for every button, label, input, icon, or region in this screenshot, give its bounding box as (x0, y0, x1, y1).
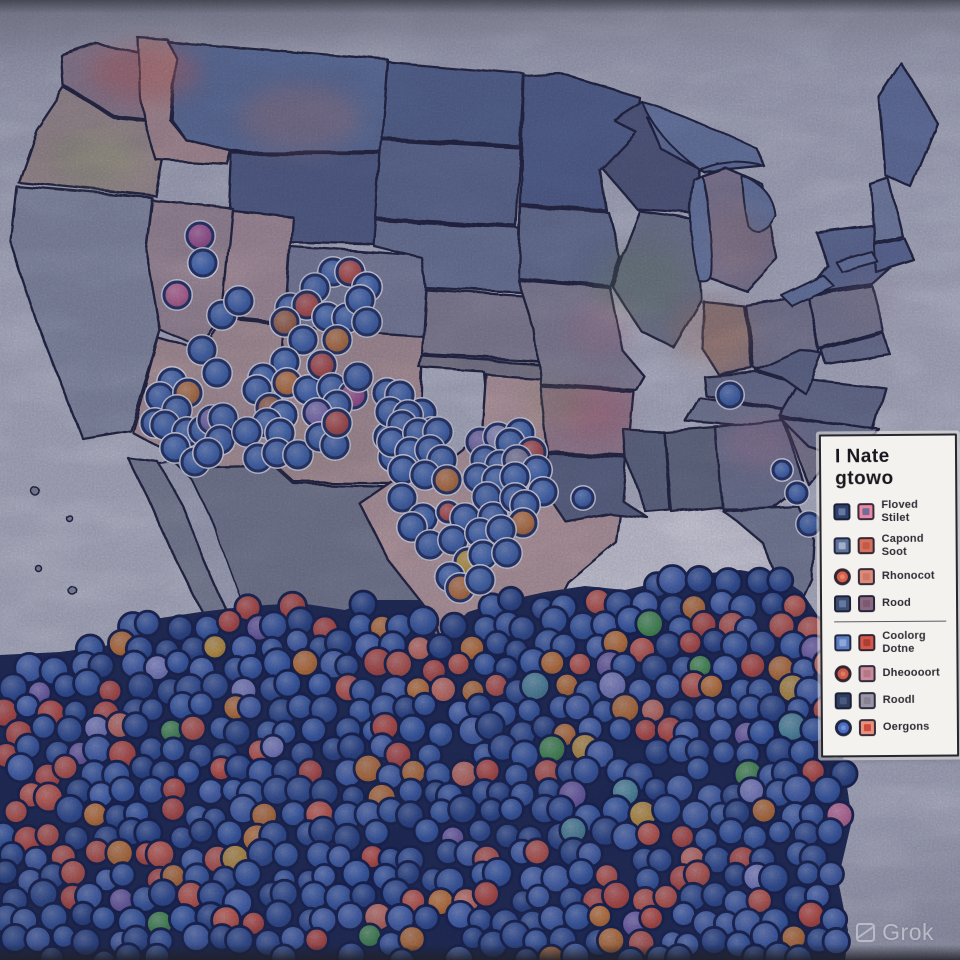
legend-swatch-right-icon (857, 503, 875, 521)
legend-item-label: Rood (882, 596, 911, 609)
legend-item: Oergons (834, 717, 951, 737)
legend-swatch-right-icon (857, 537, 875, 555)
legend-title: I Nate gtowo (834, 445, 894, 490)
legend-swatch-right-icon (858, 718, 876, 737)
legend-swatch-left-icon (834, 692, 852, 710)
legend-item-label: Dheoooort (882, 666, 940, 679)
legend-swatch-right-icon (858, 691, 876, 710)
legend-item: Rhonocot (833, 566, 950, 586)
legend-item-label: Floved Stilet (881, 498, 919, 525)
legend-swatch-left-icon (833, 568, 851, 586)
legend-swatch-left-icon (833, 503, 851, 521)
legend-item-label: Capond Soot (881, 532, 924, 558)
legend-swatch-left-icon (833, 595, 852, 613)
legend-item: Coolorg Dotne (834, 629, 950, 656)
legend-item: Capond Soot (833, 532, 950, 560)
legend-item: Roodl (834, 690, 951, 710)
legend-swatch-right-icon (858, 634, 876, 652)
legend-item: Dheoooort (834, 663, 950, 683)
legend-swatch-left-icon (834, 634, 852, 652)
legend-item-label: Roodl (882, 693, 915, 706)
legend-swatch-left-icon (834, 719, 852, 737)
legend-item-label: Rhonocot (881, 569, 935, 582)
legend-swatch-right-icon (857, 567, 875, 586)
legend-divider (834, 620, 947, 623)
legend-item-label: Oergons (882, 720, 930, 733)
grok-watermark-label: Grok (882, 919, 934, 945)
map-legend: I Nate gtowo Floved Stilet Capond Soot R… (818, 433, 960, 758)
legend-item-label: Coolorg Dotne (882, 629, 926, 655)
legend-swatch-right-icon (858, 664, 876, 683)
grok-logo-icon (856, 923, 876, 942)
legend-swatch-right-icon (857, 594, 876, 613)
legend-item: Floved Stilet (833, 499, 949, 526)
legend-swatch-left-icon (833, 537, 851, 555)
legend-item: Rood (833, 593, 950, 613)
grok-watermark: Grok (856, 919, 934, 946)
legend-swatch-left-icon (834, 665, 852, 683)
